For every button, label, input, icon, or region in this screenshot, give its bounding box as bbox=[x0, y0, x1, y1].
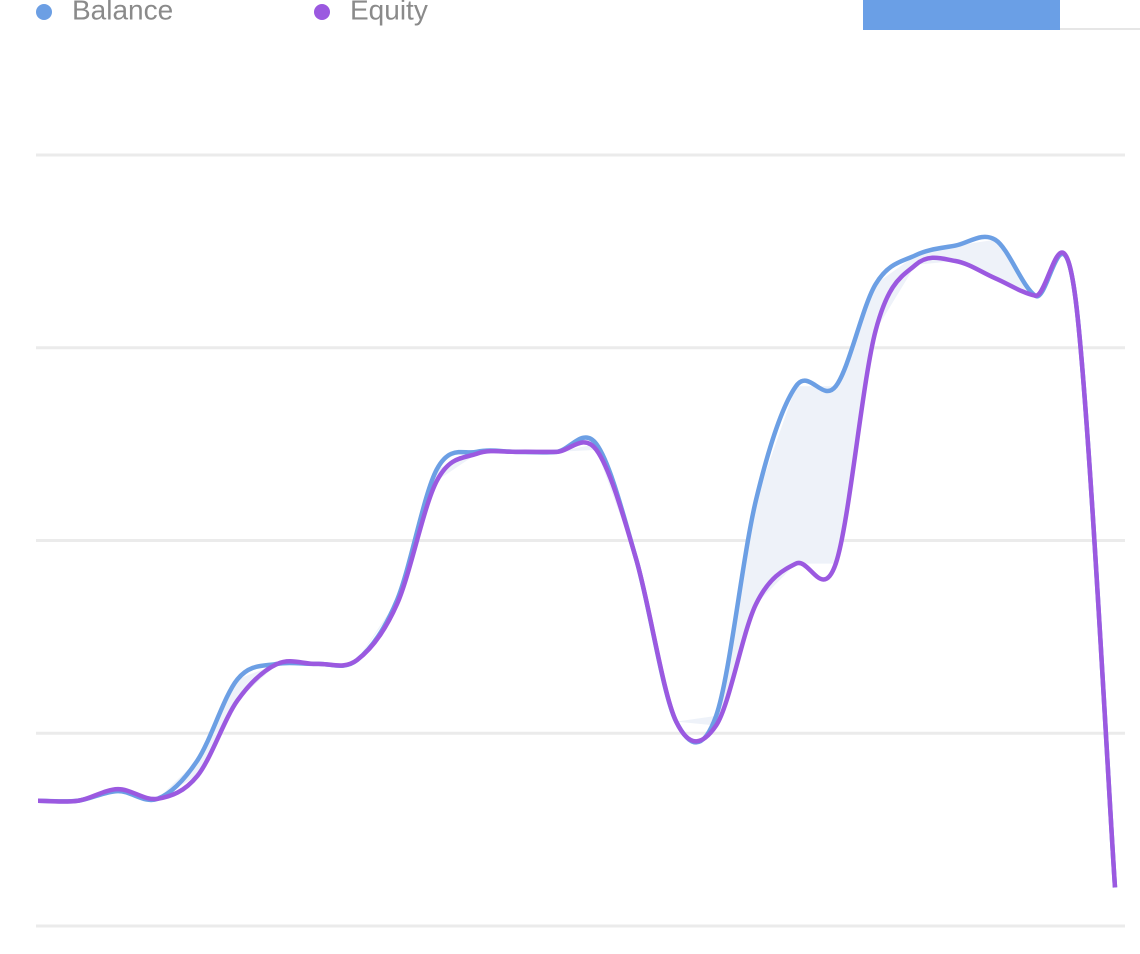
series-line bbox=[37, 250, 1118, 888]
button[interactable] bbox=[863, 0, 1060, 30]
series-line bbox=[37, 234, 1118, 888]
legend-dot bbox=[36, 4, 52, 20]
legend-label[interactable]: Balance bbox=[72, 0, 173, 25]
difference-area bbox=[38, 239, 1115, 888]
legend-dot bbox=[314, 4, 330, 20]
legend-label[interactable]: Equity bbox=[350, 0, 428, 25]
